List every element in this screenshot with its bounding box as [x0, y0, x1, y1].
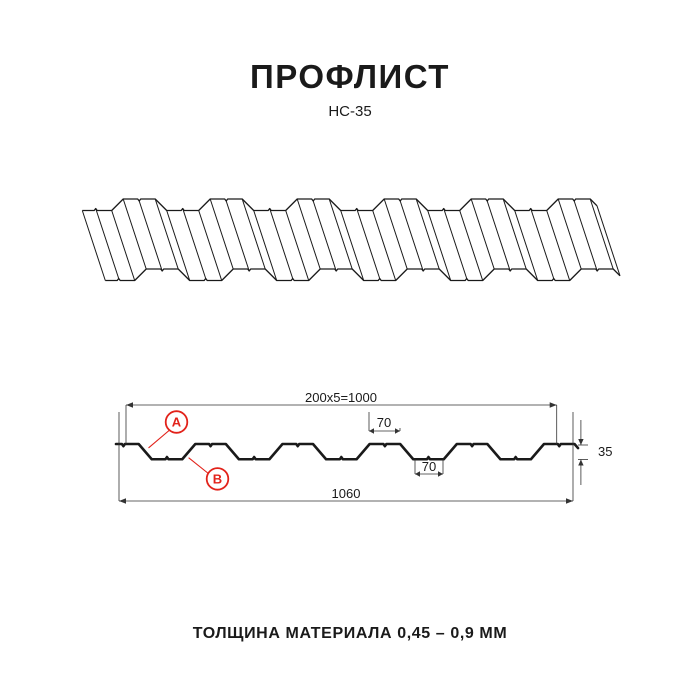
svg-text:1060: 1060: [332, 486, 361, 501]
svg-text:200x5=1000: 200x5=1000: [305, 390, 377, 405]
svg-text:B: B: [213, 471, 222, 486]
svg-text:A: A: [172, 415, 182, 430]
svg-text:70: 70: [377, 415, 391, 430]
svg-text:70: 70: [422, 459, 436, 474]
svg-text:35: 35: [598, 444, 612, 459]
